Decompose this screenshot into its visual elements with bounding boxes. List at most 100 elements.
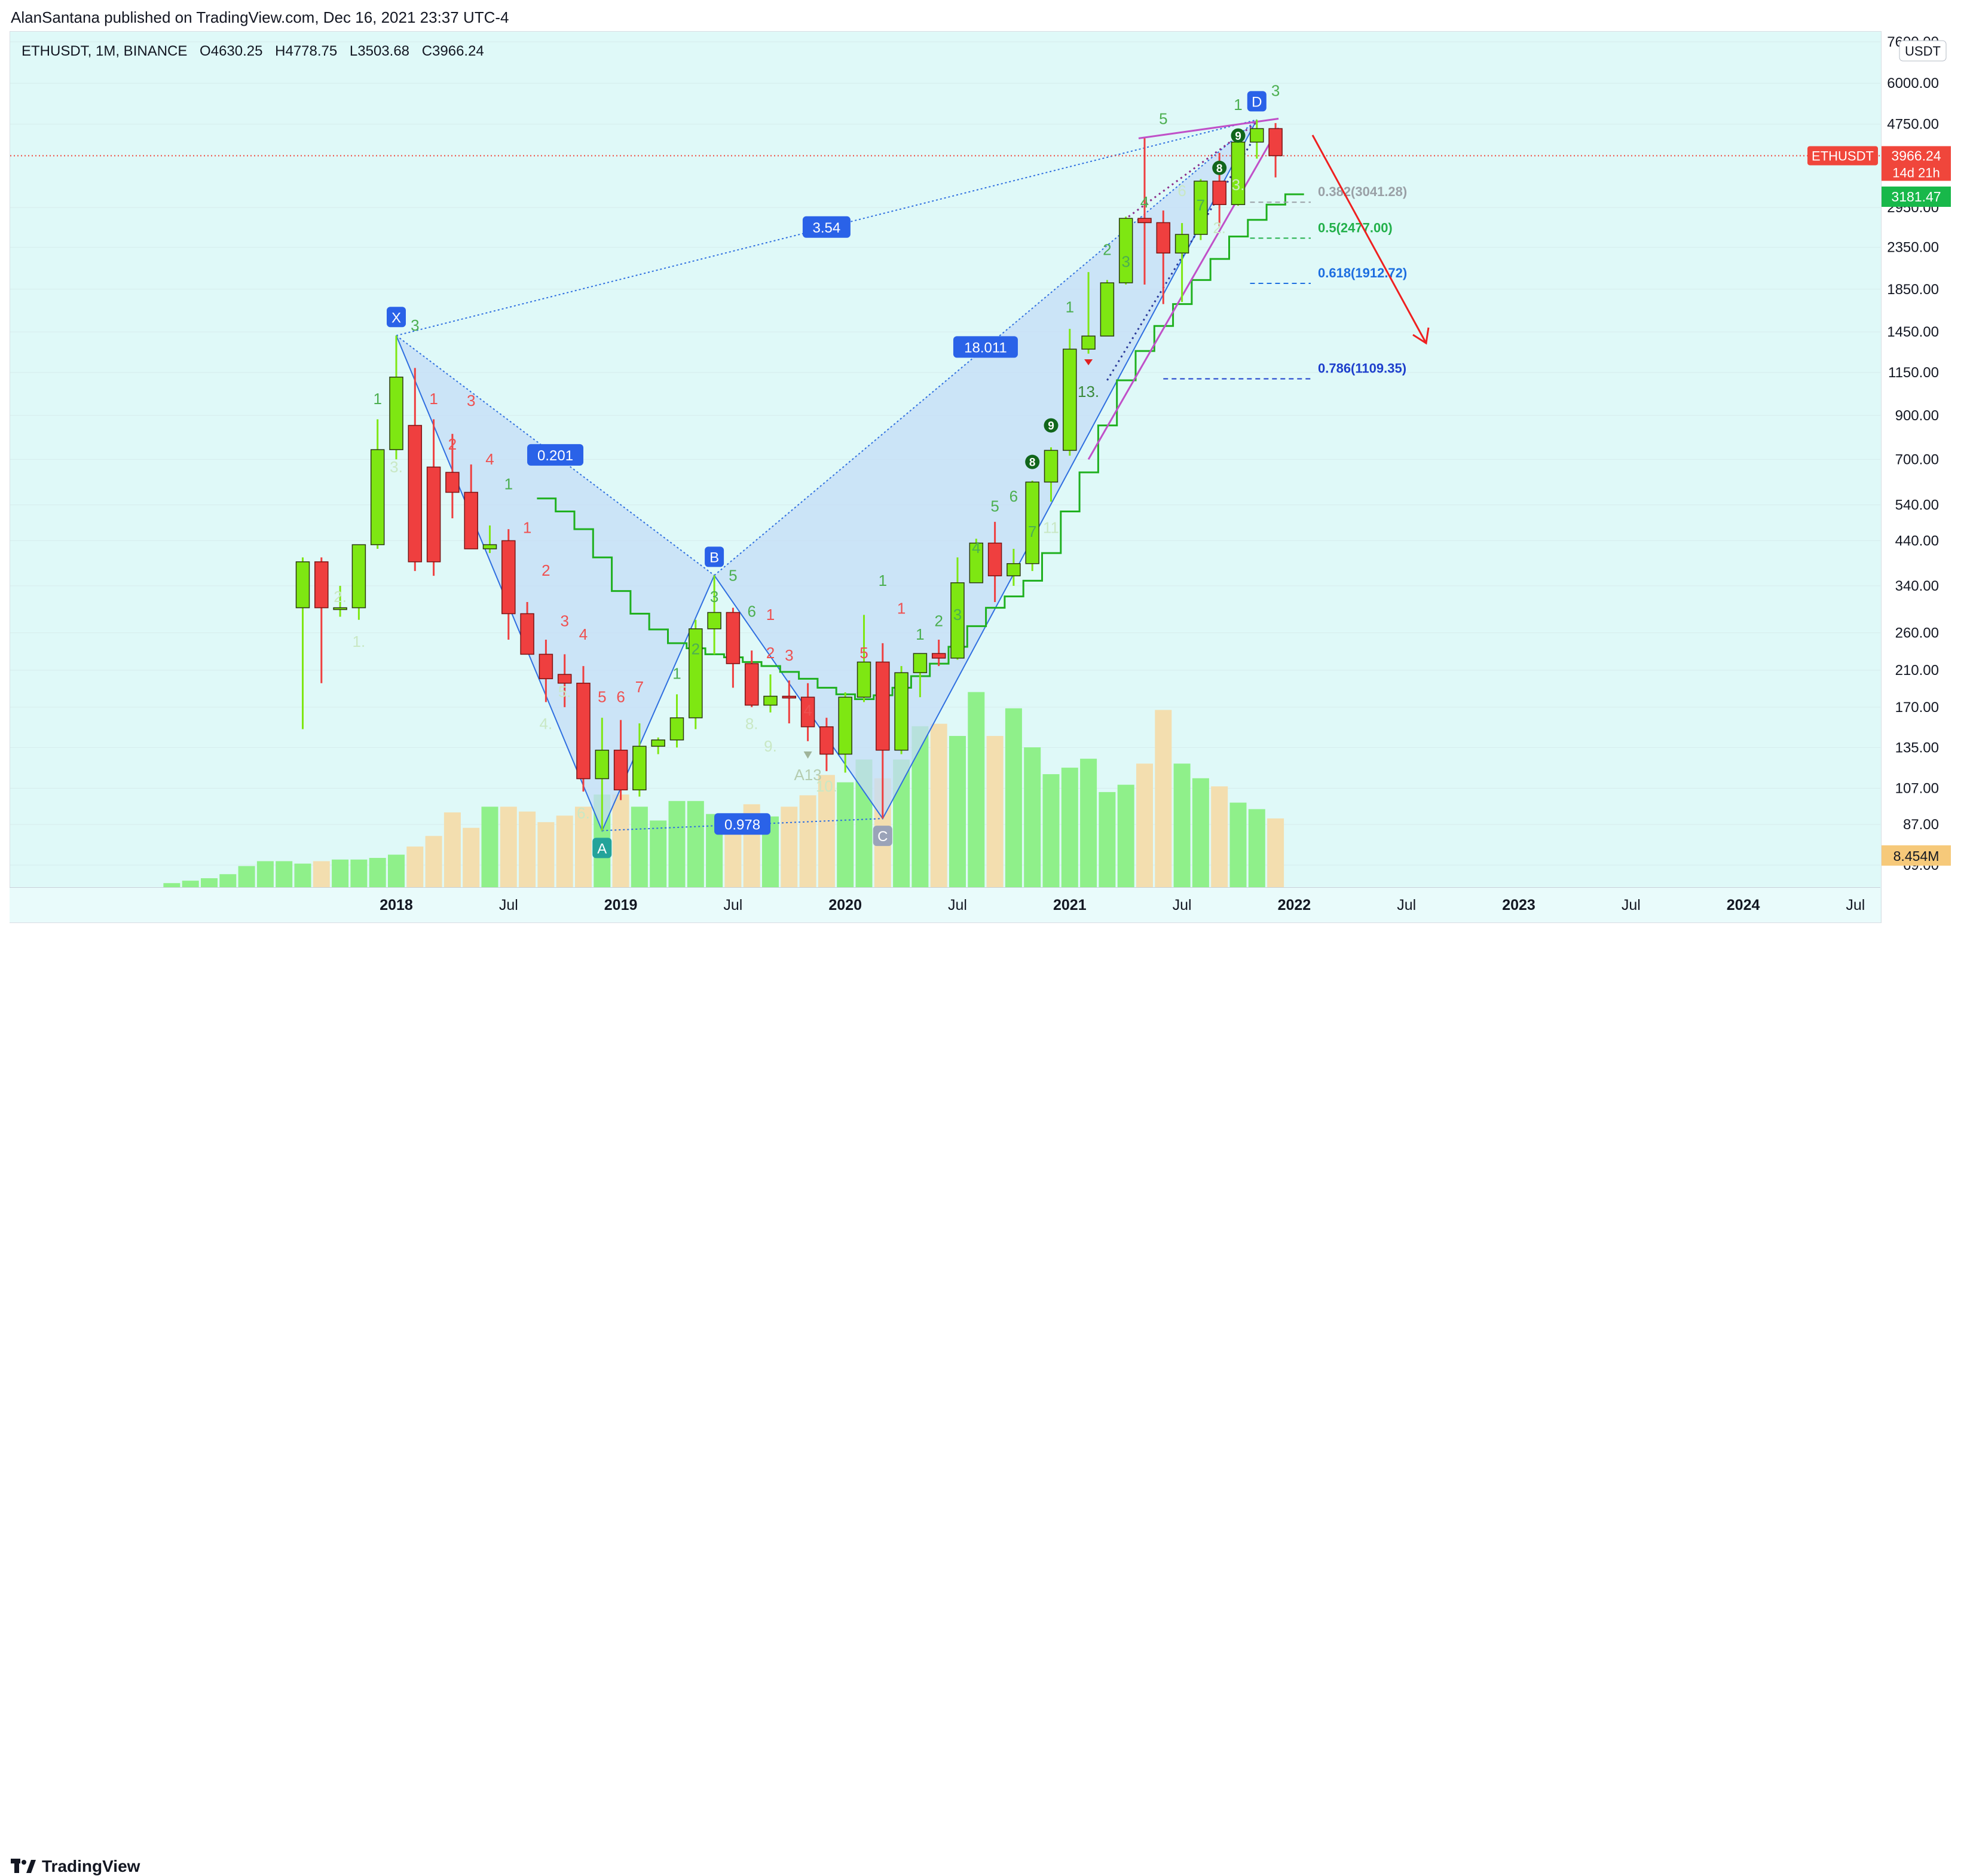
sequential-count: 6 — [616, 688, 625, 705]
volume-bar — [1005, 708, 1022, 887]
volume-bar — [219, 874, 237, 887]
price-tick-label: 4750.00 — [1887, 117, 1939, 133]
symbol-legend: ETHUSDT, 1M, BINANCE O4630.25 H4778.75 L… — [22, 43, 493, 60]
sequential-count: 10. — [816, 777, 837, 795]
candle — [1100, 280, 1115, 337]
volume-bar — [406, 847, 424, 887]
candles — [295, 120, 1283, 831]
tradingview-logo[interactable]: TradingView — [11, 1857, 140, 1876]
price-tick-label: 1150.00 — [1888, 365, 1939, 381]
sequential-badge: 9 — [1044, 418, 1059, 433]
candle — [950, 557, 965, 660]
candle — [295, 557, 310, 729]
arrow-shaft — [1311, 135, 1427, 344]
candle — [1081, 272, 1096, 354]
sequential-count: 3 — [1121, 253, 1130, 271]
sequential-count: 11 — [1043, 518, 1059, 536]
candle — [613, 720, 628, 800]
candle — [987, 521, 1002, 602]
volume-bar — [238, 866, 255, 887]
volume-bar — [986, 736, 1004, 887]
sequential-count: 2 — [448, 435, 457, 453]
candle-body — [726, 612, 741, 664]
sequential-count: 9. — [764, 737, 777, 755]
volume-bar — [575, 806, 592, 887]
candle — [557, 654, 572, 707]
price-tag-bg — [1882, 146, 1951, 181]
volume-bar — [1229, 802, 1247, 887]
sequential-count: 7 — [635, 678, 644, 696]
sequential-badge-circle — [1044, 418, 1059, 433]
price-tick-label: 135.00 — [1895, 740, 1939, 756]
sequential-count: 8. — [745, 715, 758, 733]
candle-body — [1007, 563, 1021, 576]
symbol-tag-text: ETHUSDT — [1812, 148, 1874, 163]
volume-bar — [388, 854, 405, 887]
pattern-ratio-line — [396, 335, 715, 576]
green-tag-value: 3181.47 — [1891, 189, 1941, 204]
candle — [819, 717, 834, 771]
low-value: L3503.68 — [349, 43, 410, 59]
candle — [894, 666, 908, 754]
sequential-badge: 8 — [1025, 454, 1040, 469]
candle — [669, 694, 684, 748]
volume-bar — [369, 858, 386, 887]
time-tick-label: 2023 — [1502, 897, 1535, 913]
sequential-badge-text: 9 — [1048, 420, 1054, 433]
pattern-ratio-box — [953, 336, 1018, 358]
volume-bar — [556, 815, 573, 887]
pattern-ratio-text: 3.54 — [813, 220, 841, 236]
sequential-count: 5. — [558, 683, 571, 701]
candle — [689, 619, 703, 729]
candle — [576, 666, 591, 792]
candle-body — [1063, 349, 1077, 451]
candle-body — [819, 726, 834, 755]
candle-body — [689, 628, 703, 719]
chart-svg: 0.382(3041.28) 0.5(2477.00) 0.618(1912.72)… — [10, 34, 1951, 913]
candle — [856, 615, 871, 702]
candle — [969, 539, 984, 583]
candle — [1194, 179, 1208, 240]
candle — [426, 419, 441, 576]
candle — [1025, 480, 1039, 572]
tradingview-brand: TradingView — [42, 1857, 140, 1875]
candle-body — [876, 661, 890, 751]
footer: TradingView — [0, 925, 1970, 1875]
candle — [389, 335, 403, 460]
pattern-ratio-box — [527, 444, 584, 466]
pattern-point-label: A — [597, 841, 607, 857]
sequential-count: 3 — [560, 612, 568, 630]
candle — [501, 529, 516, 640]
pattern-point-x: X — [387, 307, 406, 328]
pattern-point-badge — [387, 307, 406, 328]
pattern-ratio-line — [602, 818, 883, 832]
time-tick-label: 2019 — [604, 897, 638, 913]
candle-body — [482, 544, 497, 549]
sequential-count: 6 — [1010, 487, 1018, 505]
high-value: H4778.75 — [275, 43, 338, 59]
sequential-count: 2. — [334, 588, 347, 606]
candle — [1250, 120, 1264, 159]
pattern-ratio-badge: 0.978 — [714, 813, 771, 835]
volume-bar — [837, 782, 854, 887]
pattern-ratio-text: 0.978 — [724, 817, 760, 833]
volume-bar — [1024, 747, 1041, 887]
candle-body — [782, 695, 797, 699]
volume-tag: 8.454M — [1882, 845, 1951, 866]
symbol-name[interactable]: ETHUSDT, 1M, BINANCE — [22, 43, 188, 59]
sequential-count: 3 — [953, 606, 962, 624]
fib-label: 0.618(1912.72) — [1318, 265, 1407, 280]
sequential-count: 2 — [934, 612, 943, 630]
time-axis[interactable] — [10, 887, 1880, 922]
price-tick-label: 540.00 — [1895, 497, 1939, 513]
volume-bar — [537, 822, 555, 887]
price-tick-label: 700.00 — [1895, 451, 1939, 468]
candle-body — [931, 653, 946, 659]
sequential-count: 2. — [1213, 219, 1226, 237]
volume-bar — [1042, 774, 1060, 887]
candle — [782, 680, 797, 723]
projection-arrow — [1311, 135, 1430, 345]
pattern-ratio-badge: 3.54 — [802, 216, 851, 238]
price-tick-label: 340.00 — [1895, 578, 1939, 594]
wedge-lower-line — [1087, 127, 1280, 460]
